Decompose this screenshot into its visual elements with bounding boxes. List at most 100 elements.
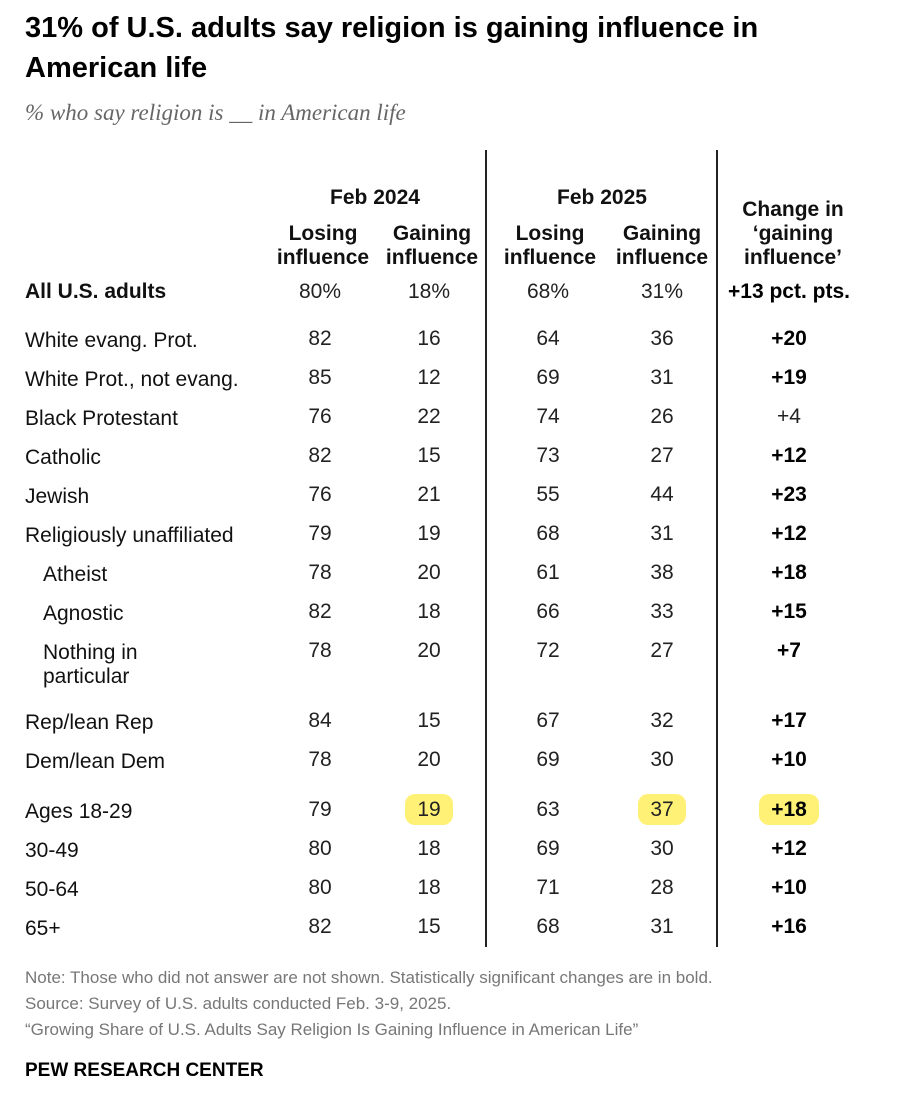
- column-header-text: Gaining: [392, 222, 472, 245]
- cell-gain25: 30: [650, 748, 674, 771]
- row-label: White evang. Prot.: [25, 329, 198, 352]
- table-row: Rep/lean Rep 84 15 67 32 +17: [0, 709, 904, 739]
- cell-gain25: 38: [650, 561, 674, 584]
- cell-change: +7: [777, 639, 801, 662]
- cell-lose25: 67: [536, 709, 560, 732]
- column-header-text: influence: [615, 246, 709, 269]
- row-label-line: particular: [43, 665, 130, 688]
- cell-lose25: 72: [536, 639, 560, 662]
- cell-lose25: 61: [536, 561, 560, 584]
- cell-lose24: 80: [308, 876, 332, 899]
- cell-gain25: 37: [612, 794, 712, 825]
- row-label: Black Protestant: [25, 407, 178, 430]
- row-label: Dem/lean Dem: [25, 750, 166, 773]
- divider-2024-2025: [485, 150, 487, 947]
- cell-lose25: 69: [536, 748, 560, 771]
- cell-lose24: 85: [308, 366, 332, 389]
- cell-change: +17: [771, 709, 807, 732]
- row-label: 30-49: [25, 839, 79, 862]
- column-header-text: Losing: [515, 222, 585, 245]
- highlight-mark: 19: [405, 794, 453, 825]
- cell-lose25: 66: [536, 600, 560, 623]
- column-header-gaining-2025: Gaining influence: [607, 222, 717, 270]
- cell-change: +12: [771, 522, 807, 545]
- table-row: White Prot., not evang. 85 12 69 31 +19: [0, 366, 904, 396]
- row-label: Religiously unaffiliated: [25, 524, 234, 547]
- cell-gain25: 28: [650, 876, 674, 899]
- table-row: Religiously unaffiliated 79 19 68 31 +12: [0, 522, 904, 552]
- cell-lose24: 82: [308, 600, 332, 623]
- column-header-text: influence’: [743, 246, 843, 269]
- cell-gain25: 30: [650, 837, 674, 860]
- cell-change: +10: [771, 748, 807, 771]
- cell-gain24: 22: [417, 405, 441, 428]
- cell-change: +4: [777, 405, 801, 428]
- cell-lose25: 69: [536, 366, 560, 389]
- cell-gain25: 27: [650, 639, 674, 662]
- cell-gain25: 33: [650, 600, 674, 623]
- table-row: Nothing in particular 78 20 72 27 +7: [0, 639, 904, 688]
- column-header-text: Gaining: [622, 222, 702, 245]
- row-label: Agnostic: [43, 602, 124, 625]
- cell-lose25: 69: [536, 837, 560, 860]
- table-row: 50-64 80 18 71 28 +10: [0, 876, 904, 906]
- cell-change: +18: [714, 794, 864, 825]
- cell-gain25: 27: [650, 444, 674, 467]
- cell-gain25: 44: [650, 483, 674, 506]
- cell-gain24: 15: [417, 709, 441, 732]
- table-row: Atheist 78 20 61 38 +18: [0, 561, 904, 591]
- cell-change: +13 pct. pts.: [728, 280, 850, 303]
- cell-lose24: 80%: [298, 280, 342, 303]
- row-label: All U.S. adults: [25, 280, 167, 303]
- cell-change: +19: [771, 366, 807, 389]
- highlight-mark: 37: [638, 794, 686, 825]
- cell-gain25: 32: [650, 709, 674, 732]
- cell-change: +15: [771, 600, 807, 623]
- column-header-text: influence: [385, 246, 479, 269]
- cell-lose24: 76: [308, 405, 332, 428]
- row-label: Ages 18-29: [25, 800, 133, 823]
- cell-lose25: 63: [536, 798, 560, 821]
- brand-logo-text: PEW RESEARCH CENTER: [25, 1060, 264, 1081]
- cell-gain24: 18: [417, 837, 441, 860]
- cell-gain24: 18: [417, 876, 441, 899]
- column-header-text: Losing: [288, 222, 358, 245]
- cell-change: +16: [771, 915, 807, 938]
- cell-lose25: 68%: [526, 280, 570, 303]
- cell-gain24: 16: [417, 327, 441, 350]
- chart-title: 31% of U.S. adults say religion is gaini…: [25, 12, 759, 84]
- footnote-note: Note: Those who did not answer are not s…: [25, 968, 713, 987]
- footnote-source: Source: Survey of U.S. adults conducted …: [25, 994, 452, 1013]
- cell-change: +18: [771, 561, 807, 584]
- column-header-text: Change in: [742, 198, 844, 221]
- cell-change: +10: [771, 876, 807, 899]
- column-header-losing-2025: Losing influence: [495, 222, 605, 270]
- row-label: Rep/lean Rep: [25, 711, 154, 734]
- table-row: 65+ 82 15 68 31 +16: [0, 915, 904, 945]
- cell-gain24: 20: [417, 748, 441, 771]
- cell-gain24: 15: [417, 444, 441, 467]
- cell-change: +20: [771, 327, 807, 350]
- row-label: Nothing in particular: [43, 641, 138, 689]
- column-header-gaining-2024: Gaining influence: [377, 222, 487, 270]
- column-header-change: Change in ‘gaining influence’: [718, 198, 868, 270]
- row-label: 50-64: [25, 878, 79, 901]
- cell-lose24: 82: [308, 327, 332, 350]
- cell-change: +12: [771, 444, 807, 467]
- table-row: Black Protestant 76 22 74 26 +4: [0, 405, 904, 435]
- cell-gain24: 21: [417, 483, 441, 506]
- chart-subtitle: % who say religion is __ in American lif…: [25, 100, 406, 125]
- footnote-block: Note: Those who did not answer are not s…: [25, 965, 713, 1043]
- cell-gain24: 20: [417, 561, 441, 584]
- cell-gain24: 18%: [407, 280, 451, 303]
- row-label: Atheist: [43, 563, 108, 586]
- cell-gain24: 19: [417, 522, 441, 545]
- table-row: Ages 18-29 79 19 63 37 +18: [0, 794, 904, 828]
- cell-lose25: 73: [536, 444, 560, 467]
- cell-gain25: 31: [650, 915, 674, 938]
- cell-lose25: 74: [536, 405, 560, 428]
- cell-lose24: 84: [308, 709, 332, 732]
- column-header-text: influence: [276, 246, 370, 269]
- cell-gain25: 31: [650, 366, 674, 389]
- column-header-losing-2024: Losing influence: [268, 222, 378, 270]
